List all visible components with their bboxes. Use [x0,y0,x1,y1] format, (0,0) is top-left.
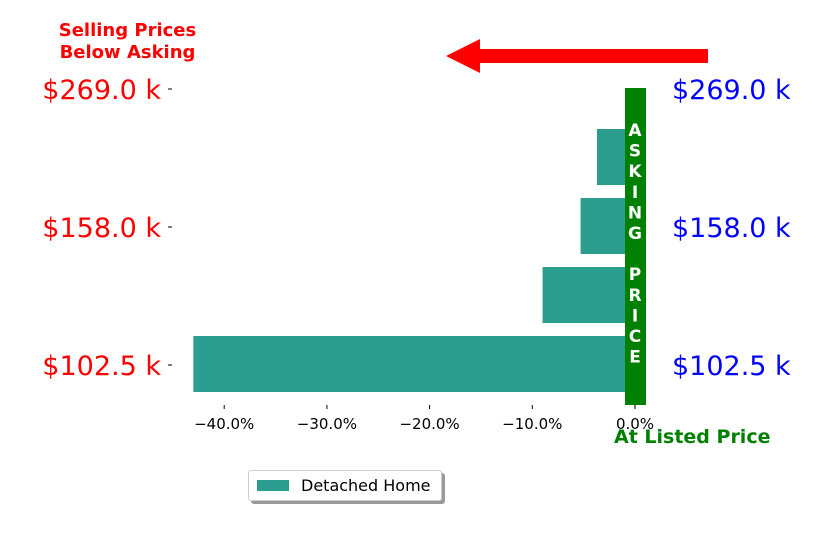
y-tick-label-right: $158.0 k [672,213,791,244]
asking-band-letter: A [628,121,642,141]
asking-band-letter: S [629,142,641,162]
asking-band-letter: I [632,306,638,326]
chart-header: Selling Prices Below Asking [30,20,225,64]
legend-label: Detached Home [301,476,431,495]
y-tick-label-left: $269.0 k [42,75,161,106]
header-line-1: Selling Prices [58,20,197,41]
asking-band-letter: C [629,327,641,347]
legend: Detached Home [248,470,442,501]
asking-band-letter: G [628,224,642,244]
at-listed-price-label: At Listed Price [614,426,771,448]
header-line-2: Below Asking [59,42,196,63]
y-tick-label-right: $269.0 k [672,75,791,106]
bar [542,267,635,323]
asking-band-letter: P [629,265,641,285]
y-tick-label-left: $158.0 k [42,213,161,244]
left-arrow-icon [446,39,708,73]
asking-band-letter: K [628,162,642,182]
x-tick-label: −10.0% [502,415,562,433]
x-tick-label: −30.0% [297,415,357,433]
asking-band-letter: I [632,183,638,203]
bar [193,336,635,392]
x-tick-label: 0.0% [616,415,654,433]
x-tick-label: −40.0% [194,415,254,433]
asking-band-letter: R [628,286,641,306]
x-tick-label: −20.0% [399,415,459,433]
legend-swatch [257,480,289,491]
asking-band-letter: E [629,348,641,368]
asking-band-letter: N [628,203,642,223]
y-tick-label-left: $102.5 k [42,351,161,382]
asking-price-band [625,88,646,405]
y-tick-label-right: $102.5 k [672,351,791,382]
